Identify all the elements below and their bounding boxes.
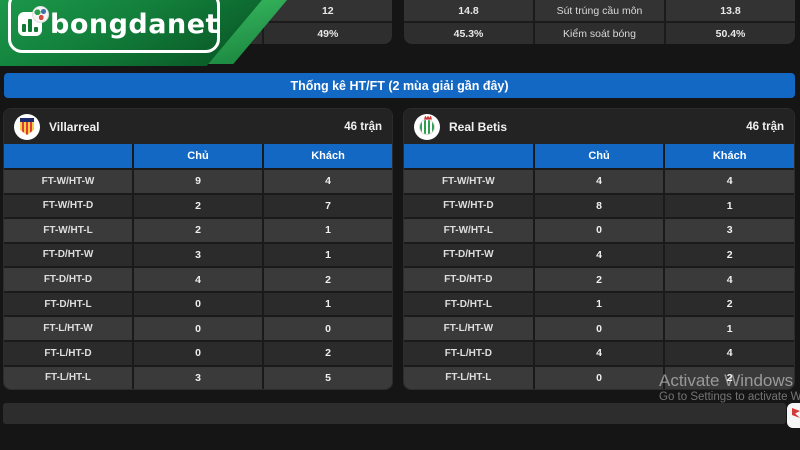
villarreal-crest-icon	[14, 113, 40, 140]
brand-name: bongdanet	[50, 9, 219, 40]
table-row: FT-W/HT-L 2 1	[4, 217, 392, 242]
floating-action-button[interactable]	[787, 403, 800, 428]
table-row: FT-W/HT-L 0 3	[404, 217, 794, 242]
stat-home-value: 45.3%	[404, 23, 533, 44]
stat-label: Kiểm soát bóng	[533, 23, 664, 44]
table-row: FT-D/HT-L 0 1	[4, 290, 392, 316]
brand-logo[interactable]: bongdanet	[0, 0, 260, 64]
column-home: Chủ	[132, 144, 262, 168]
table-row: FT-W/HT-D 2 7	[4, 192, 392, 218]
team-header: Villarreal 46 trận	[4, 109, 392, 144]
table-column-header: Chủ Khách	[4, 144, 392, 168]
stat-away-value: 13.8	[664, 0, 795, 21]
table-row: FT-L/HT-W 0 1	[404, 315, 794, 340]
team-name: Villarreal	[49, 119, 100, 134]
bottom-bar	[3, 403, 786, 424]
htft-table-realbetis: Real Betis 46 trận Chủ Khách FT-W/HT-W 4…	[403, 108, 795, 390]
team-name: Real Betis	[449, 119, 508, 134]
team-header: Real Betis 46 trận	[404, 109, 794, 144]
table-row: FT-D/HT-L 1 2	[404, 290, 794, 316]
column-blank	[4, 144, 132, 168]
match-count: 46 trận	[746, 120, 784, 133]
stat-away-value: 50.4%	[664, 23, 795, 44]
football-icon	[32, 6, 49, 23]
table-column-header: Chủ Khách	[404, 144, 794, 168]
bar-chart-bars	[22, 18, 38, 32]
table-row: FT-L/HT-D 0 2	[4, 339, 392, 365]
stat-away-value: 49%	[261, 23, 392, 44]
stat-row: 45.3% Kiểm soát bóng 50.4%	[404, 21, 795, 44]
table-row: FT-L/HT-L 3 5	[4, 364, 392, 389]
bar-chart-icon	[18, 6, 49, 36]
red-arrow-icon	[792, 408, 800, 418]
table-row: FT-D/HT-D 4 2	[4, 266, 392, 291]
activate-windows-watermark: Activate Windows	[659, 371, 794, 390]
logo-frame	[8, 0, 220, 53]
table-row: FT-L/HT-W 0 0	[4, 315, 392, 340]
column-away: Khách	[262, 144, 392, 168]
stat-label: Sút trúng cầu môn	[533, 0, 664, 21]
table-row: FT-W/HT-W 9 4	[4, 168, 392, 193]
table-row: FT-D/HT-D 2 4	[404, 266, 794, 291]
htft-table-villarreal: Villarreal 46 trận Chủ Khách FT-W/HT-W 9…	[3, 108, 393, 390]
top-stats-card-away: 14.8 Sút trúng cầu môn 13.8 45.3% Kiểm s…	[404, 0, 795, 44]
table-row: FT-W/HT-W 4 4	[404, 168, 794, 193]
column-blank	[404, 144, 533, 168]
stat-row: 14.8 Sút trúng cầu môn 13.8	[404, 0, 795, 21]
section-title-htft: Thống kê HT/FT (2 mùa giải gần đây)	[4, 73, 795, 98]
match-count: 46 trận	[344, 120, 382, 133]
table-row: FT-D/HT-W 4 2	[404, 241, 794, 267]
activate-windows-subtext: Go to Settings to activate Windows	[659, 391, 800, 403]
realbetis-crest-icon	[414, 113, 440, 140]
table-row: FT-D/HT-W 3 1	[4, 241, 392, 267]
column-away: Khách	[663, 144, 794, 168]
table-row: FT-W/HT-D 8 1	[404, 192, 794, 218]
stat-home-value: 14.8	[404, 0, 533, 21]
column-home: Chủ	[532, 144, 664, 168]
table-row: FT-L/HT-L 0 2	[404, 364, 794, 389]
table-row: FT-L/HT-D 4 4	[404, 339, 794, 365]
